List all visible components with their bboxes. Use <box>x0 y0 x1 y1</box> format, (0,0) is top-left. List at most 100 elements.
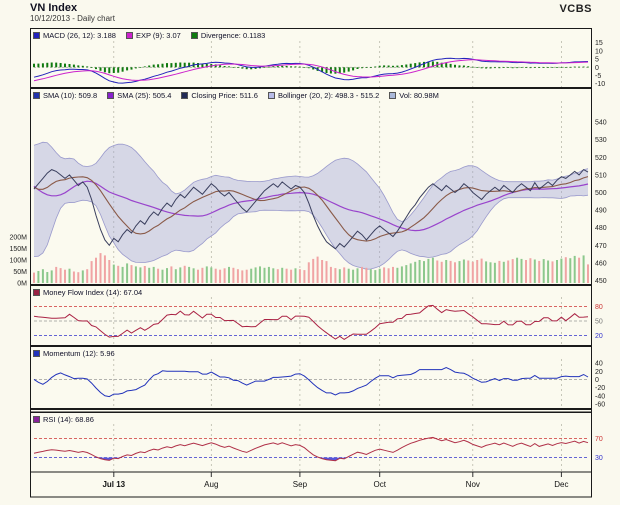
rsi-oversold-fill <box>97 457 347 461</box>
macd-line <box>33 57 589 84</box>
svg-text:Nov: Nov <box>466 480 480 489</box>
rsi-axis-labels: 70 30 <box>595 436 603 462</box>
legend-label: Divergence: 0.1183 <box>200 30 266 40</box>
svg-text:50: 50 <box>595 319 603 326</box>
svg-text:-40: -40 <box>595 393 605 400</box>
bollinger-lower-line <box>33 194 589 270</box>
legend-label: SMA (10): 509.8 <box>43 90 98 100</box>
svg-text:0M: 0M <box>17 281 27 288</box>
svg-text:530: 530 <box>595 137 607 144</box>
svg-text:5: 5 <box>595 57 599 64</box>
closing-price-line <box>33 168 589 250</box>
svg-text:80: 80 <box>595 304 603 311</box>
svg-text:450: 450 <box>595 278 607 285</box>
legend-swatch-icon <box>33 31 40 39</box>
legend-item: Closing Price: 511.6 <box>181 91 258 100</box>
volume-bars <box>33 253 589 284</box>
legend-label: Momentum (12): 5.96 <box>43 348 115 358</box>
legend-item: Bollinger (20, 2): 498.3 - 515.2 <box>267 90 380 100</box>
volume-axis-labels: 200M 150M 100M 50M 0M <box>9 235 27 288</box>
macd-signal-line <box>33 59 589 82</box>
legend-label: Closing Price: 511.6 <box>191 90 258 100</box>
svg-text:-20: -20 <box>595 385 605 392</box>
svg-text:-10: -10 <box>595 81 605 88</box>
legend-label: EXP (9): 3.07 <box>135 30 181 40</box>
svg-text:500: 500 <box>595 190 607 197</box>
sma25-line <box>33 180 589 232</box>
legend-swatch-icon <box>389 91 397 99</box>
svg-text:0: 0 <box>595 377 599 384</box>
bollinger-band <box>34 142 588 270</box>
legend-item: Divergence: 0.1183 <box>190 30 266 40</box>
svg-text:480: 480 <box>595 225 607 232</box>
legend-label: SMA (25): 505.4 <box>117 90 172 100</box>
svg-text:70: 70 <box>595 436 603 443</box>
svg-text:Oct: Oct <box>373 480 386 489</box>
svg-text:Aug: Aug <box>204 480 218 489</box>
money-flow-index-line <box>33 304 589 340</box>
svg-text:0: 0 <box>595 65 599 72</box>
rsi-line <box>33 436 589 462</box>
legend-item: Vol: 80.98M <box>389 91 439 100</box>
svg-text:15: 15 <box>595 40 603 47</box>
chart-background <box>30 28 592 497</box>
svg-text:-60: -60 <box>595 401 605 408</box>
mfi-axis-labels: 80 50 20 <box>595 304 603 340</box>
price-axis-labels: 540 530 520 510 500 490 480 470 460 450 <box>595 120 607 285</box>
svg-text:150M: 150M <box>9 246 27 253</box>
svg-text:510: 510 <box>595 172 607 179</box>
x-axis-labels: Jul 13 Aug Sep Oct Nov Dec <box>102 472 569 489</box>
legend-swatch-icon <box>33 91 40 99</box>
legend-macd: MACD (26, 12): 3.188 EXP (9): 3.07 Diverge… <box>33 29 589 41</box>
svg-text:100M: 100M <box>9 258 27 265</box>
svg-text:540: 540 <box>595 120 607 127</box>
legend-momentum: Momentum (12): 5.96 <box>33 347 589 359</box>
svg-text:10: 10 <box>595 48 603 55</box>
svg-text:40: 40 <box>595 361 603 368</box>
legend-price: SMA (10): 509.8 SMA (25): 505.4 Closing Pr… <box>33 89 589 101</box>
legend-label: RSI (14): 68.86 <box>43 414 94 424</box>
legend-mfi: Money Flow Index (14): 67.04 <box>33 286 589 298</box>
legend-item: Momentum (12): 5.96 <box>33 349 115 358</box>
legend-swatch-icon <box>33 288 40 296</box>
brand-logo: VCBS <box>559 3 592 15</box>
svg-text:520: 520 <box>595 155 607 162</box>
header: VN Index 10/12/2013 - Daily chart VCBS <box>30 2 592 28</box>
svg-text:30: 30 <box>595 455 603 462</box>
svg-text:20: 20 <box>595 369 603 376</box>
legend-swatch-icon <box>190 31 198 39</box>
panel-borders <box>30 28 592 498</box>
legend-label: Bollinger (20, 2): 498.3 - 515.2 <box>277 90 380 100</box>
legend-item: Money Flow Index (14): 67.04 <box>33 288 142 297</box>
macd-divergence-histogram <box>33 61 589 74</box>
chart-subtitle: 10/12/2013 - Daily chart <box>30 14 115 23</box>
legend-label: Vol: 80.98M <box>399 90 439 100</box>
svg-text:490: 490 <box>595 208 607 215</box>
svg-text:Jul 13: Jul 13 <box>102 480 125 489</box>
legend-item: RSI (14): 68.86 <box>33 415 94 424</box>
sma10-line <box>33 176 589 242</box>
svg-text:-5: -5 <box>595 73 601 80</box>
legend-swatch-icon <box>125 31 133 39</box>
legend-swatch-icon <box>33 349 40 357</box>
legend-swatch-icon <box>33 415 40 423</box>
svg-text:200M: 200M <box>9 235 27 242</box>
legend-swatch-icon <box>267 91 275 99</box>
legend-item: SMA (25): 505.4 <box>107 91 171 100</box>
svg-text:Dec: Dec <box>554 480 568 489</box>
legend-swatch-icon <box>181 91 189 99</box>
legend-label: Money Flow Index (14): 67.04 <box>43 287 143 297</box>
chart-title: VN Index <box>30 2 78 14</box>
svg-text:50M: 50M <box>13 269 27 276</box>
legend-rsi: RSI (14): 68.86 <box>33 413 589 425</box>
momentum-line <box>33 367 589 398</box>
svg-text:Sep: Sep <box>293 480 308 489</box>
legend-item: MACD (26, 12): 3.188 <box>33 31 116 40</box>
legend-label: MACD (26, 12): 3.188 <box>43 30 116 40</box>
legend-item: SMA (10): 509.8 <box>33 91 97 100</box>
svg-text:460: 460 <box>595 260 607 267</box>
legend-swatch-icon <box>107 91 115 99</box>
